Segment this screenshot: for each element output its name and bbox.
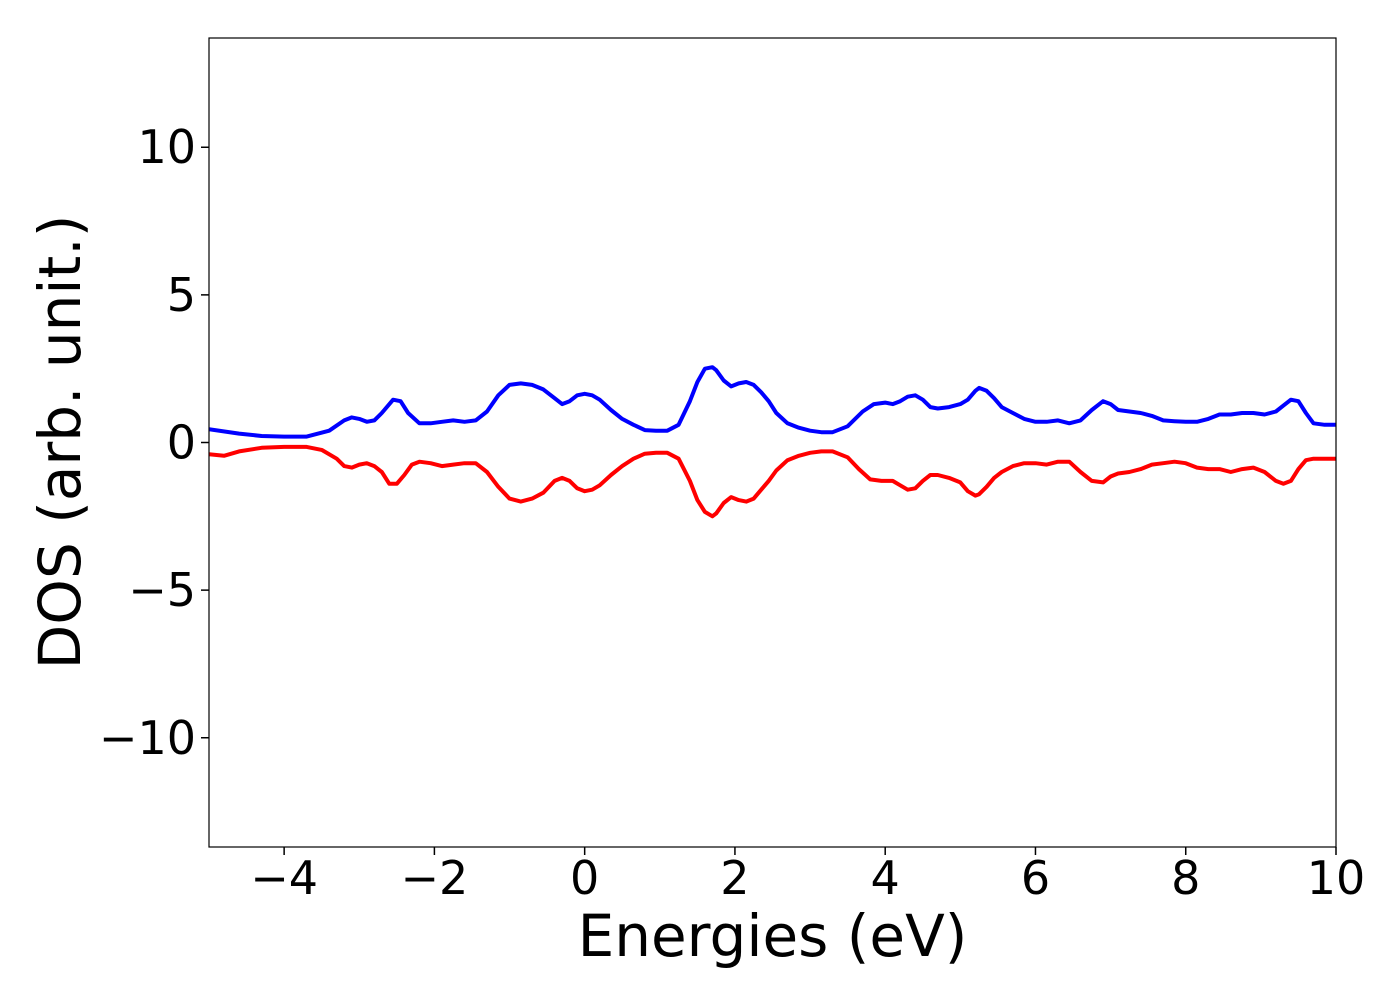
x-tick-label: 8 <box>1171 851 1200 905</box>
x-tick-label: 4 <box>871 851 900 905</box>
x-tick-label: −4 <box>250 851 318 905</box>
y-tick-label: 10 <box>137 120 196 174</box>
x-tick-label: −2 <box>400 851 468 905</box>
x-tick-label: 6 <box>1021 851 1050 905</box>
x-axis: −4 −2 0 2 4 6 8 10 <box>250 847 1365 905</box>
y-tick-label: −5 <box>128 563 196 617</box>
series-layer <box>209 365 1336 519</box>
y-tick-label: 5 <box>167 268 196 322</box>
y-tick-label: 0 <box>167 416 196 470</box>
series-line-2 <box>209 444 1336 519</box>
plot-frame <box>208 37 1337 848</box>
y-axis: −10 −5 0 5 10 <box>99 120 209 765</box>
x-tick-label: 0 <box>570 851 599 905</box>
x-tick-label: 2 <box>720 851 749 905</box>
x-tick-label: 10 <box>1307 851 1366 905</box>
y-tick-label: −10 <box>99 711 196 765</box>
series-line-1 <box>209 365 1336 439</box>
y-axis-label: DOS (arb. unit.) <box>26 215 94 670</box>
x-axis-label: Energies (eV) <box>578 902 968 970</box>
